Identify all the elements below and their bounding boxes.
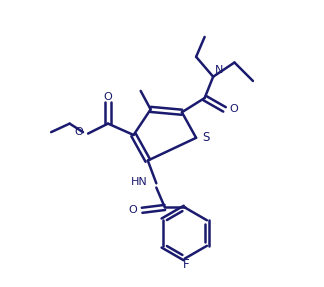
Text: S: S [202, 131, 210, 144]
Text: O: O [104, 92, 112, 102]
Text: O: O [128, 205, 137, 215]
Text: N: N [214, 65, 223, 75]
Text: O: O [230, 104, 238, 115]
Text: O: O [74, 127, 83, 137]
Text: HN: HN [131, 177, 148, 187]
Text: F: F [183, 258, 190, 272]
